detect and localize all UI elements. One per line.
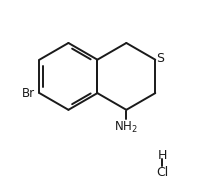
- Text: H: H: [157, 149, 167, 162]
- Text: Cl: Cl: [156, 166, 168, 179]
- Text: Br: Br: [22, 87, 35, 100]
- Text: S: S: [156, 52, 164, 65]
- Text: NH$_2$: NH$_2$: [114, 120, 138, 135]
